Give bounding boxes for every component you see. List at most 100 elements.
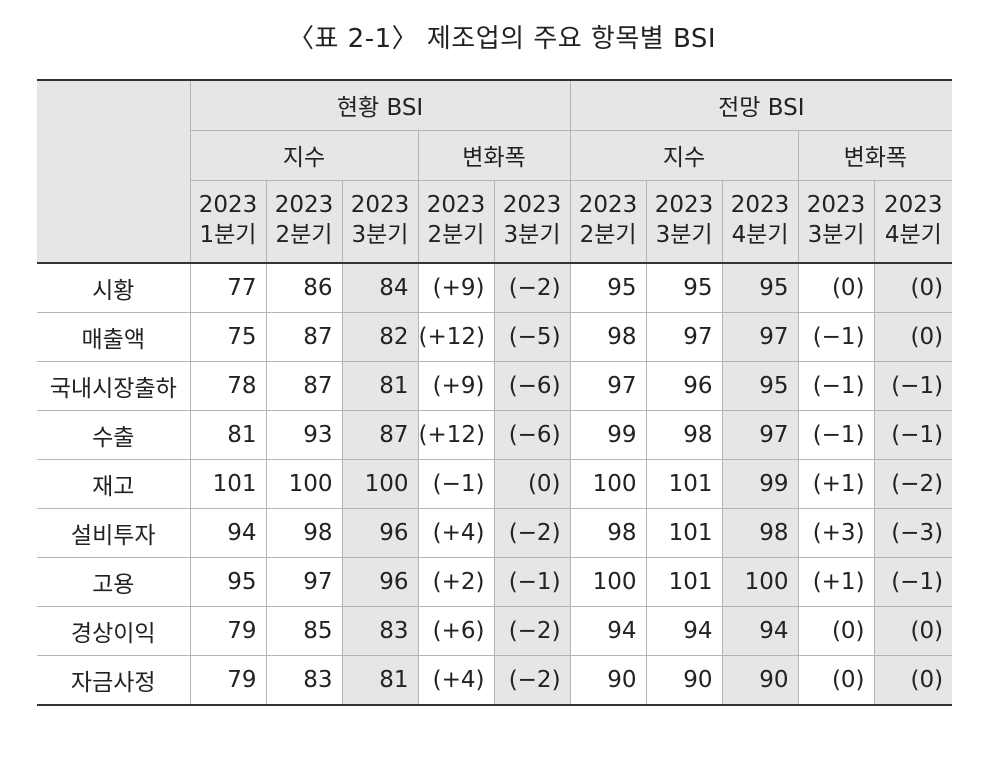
column-header-year: 2023 <box>274 192 334 219</box>
table-cell: 94 <box>721 606 799 656</box>
table-row: 국내시장출하 78 87 81 (+9) (−6) 97 96 95 (−1) (−1) <box>37 361 953 411</box>
row-label: 국내시장출하 <box>37 361 191 411</box>
column-header-period: 2023 3분기 <box>797 179 875 264</box>
table-cell: 97 <box>569 361 647 411</box>
subgroup-header-current-change: 변화폭 <box>417 129 571 181</box>
table-cell: (0) <box>797 262 875 313</box>
row-label: 자금사정 <box>37 655 191 706</box>
table-cell: 83 <box>265 655 343 706</box>
table-cell: 101 <box>645 459 723 509</box>
table-cell: (+9) <box>417 262 495 313</box>
table-row: 고용 95 97 96 (+2) (−1) 100 101 100 (+1) (−1) <box>37 557 953 607</box>
column-header-year: 2023 <box>578 192 638 219</box>
table-row: 경상이익 79 85 83 (+6) (−2) 94 94 94 (0) (0) <box>37 606 953 656</box>
group-header-outlook: 전망 BSI <box>569 79 953 131</box>
table-cell: 87 <box>265 361 343 411</box>
table-cell: 93 <box>265 410 343 460</box>
table-cell: (+4) <box>417 655 495 706</box>
table-cell: (−1) <box>417 459 495 509</box>
table-row: 시황 77 86 84 (+9) (−2) 95 95 95 (0) (0) <box>37 262 953 313</box>
column-header-quarter: 2분기 <box>579 222 637 249</box>
table-cell: 97 <box>721 312 799 362</box>
column-header-quarter: 3분기 <box>351 222 409 249</box>
table-row: 자금사정 79 83 81 (+4) (−2) 90 90 90 (0) (0) <box>37 655 953 706</box>
column-header-quarter: 4분기 <box>731 222 789 249</box>
table-cell: 87 <box>341 410 419 460</box>
column-header-quarter: 2분기 <box>427 222 485 249</box>
subgroup-header-outlook-index: 지수 <box>569 129 799 181</box>
table-cell: 79 <box>189 606 267 656</box>
column-header-period: 2023 3분기 <box>645 179 723 264</box>
table-cell: 101 <box>645 557 723 607</box>
table-cell: (−2) <box>873 459 953 509</box>
table-cell: (+6) <box>417 606 495 656</box>
table-cell: 86 <box>265 262 343 313</box>
table-cell: 98 <box>569 312 647 362</box>
row-label: 경상이익 <box>37 606 191 656</box>
table-cell: 81 <box>189 410 267 460</box>
table-cell: 97 <box>265 557 343 607</box>
table-cell: (0) <box>873 262 953 313</box>
column-header-period: 2023 3분기 <box>493 179 571 264</box>
table-cell: 82 <box>341 312 419 362</box>
row-label: 매출액 <box>37 312 191 362</box>
table-cell: 94 <box>189 508 267 558</box>
table-cell: 98 <box>721 508 799 558</box>
table-cell: (−2) <box>493 606 571 656</box>
table-row: 재고 101 100 100 (−1) (0) 100 101 99 (+1) (−2) <box>37 459 953 509</box>
table-cell: (+2) <box>417 557 495 607</box>
subgroup-header-current-index: 지수 <box>189 129 419 181</box>
table-cell: (−2) <box>493 655 571 706</box>
column-header-year: 2023 <box>198 192 258 219</box>
table-cell: (−6) <box>493 361 571 411</box>
table-cell: 94 <box>569 606 647 656</box>
row-label: 수출 <box>37 410 191 460</box>
table-cell: 90 <box>569 655 647 706</box>
table-cell: (0) <box>493 459 571 509</box>
column-header-period: 2023 4분기 <box>721 179 799 264</box>
table-cell: 81 <box>341 655 419 706</box>
row-label: 시황 <box>37 262 191 313</box>
table-cell: 95 <box>189 557 267 607</box>
table-cell: (−1) <box>873 557 953 607</box>
table-cell: 100 <box>265 459 343 509</box>
table-cell: (−3) <box>873 508 953 558</box>
table-cell: 79 <box>189 655 267 706</box>
table-cell: (0) <box>873 312 953 362</box>
table-cell: 97 <box>645 312 723 362</box>
column-header-quarter: 2분기 <box>275 222 333 249</box>
column-header-period: 2023 1분기 <box>189 179 267 264</box>
column-header-year: 2023 <box>884 192 943 219</box>
column-header-period: 2023 4분기 <box>873 179 953 264</box>
table-cell: (0) <box>797 655 875 706</box>
table-cell: (0) <box>797 606 875 656</box>
table-cell: 90 <box>721 655 799 706</box>
column-header-quarter: 3분기 <box>655 222 713 249</box>
table-cell: (−1) <box>873 361 953 411</box>
column-header-year: 2023 <box>654 192 714 219</box>
table-cell: (−6) <box>493 410 571 460</box>
column-header-year: 2023 <box>426 192 486 219</box>
table-cell: 95 <box>569 262 647 313</box>
table-cell: 98 <box>569 508 647 558</box>
table-cell: 95 <box>721 262 799 313</box>
table-cell: 95 <box>721 361 799 411</box>
table-cell: 101 <box>189 459 267 509</box>
column-header-quarter: 1분기 <box>199 222 257 249</box>
table-cell: (−5) <box>493 312 571 362</box>
column-header-quarter: 4분기 <box>884 222 942 249</box>
table-cell: (−1) <box>797 312 875 362</box>
column-header-period: 2023 2분기 <box>417 179 495 264</box>
row-label: 재고 <box>37 459 191 509</box>
table-cell: 101 <box>645 508 723 558</box>
column-header-year: 2023 <box>806 192 866 219</box>
table-cell: (−1) <box>797 410 875 460</box>
row-label: 고용 <box>37 557 191 607</box>
table-cell: 90 <box>645 655 723 706</box>
table-cell: (+9) <box>417 361 495 411</box>
group-header-current: 현황 BSI <box>189 79 571 131</box>
table-title: 〈표 2-1〉 제조업의 주요 항목별 BSI <box>287 24 717 54</box>
table-cell: (+12) <box>417 312 495 362</box>
table-cell: (+1) <box>797 557 875 607</box>
table-cell: 99 <box>569 410 647 460</box>
